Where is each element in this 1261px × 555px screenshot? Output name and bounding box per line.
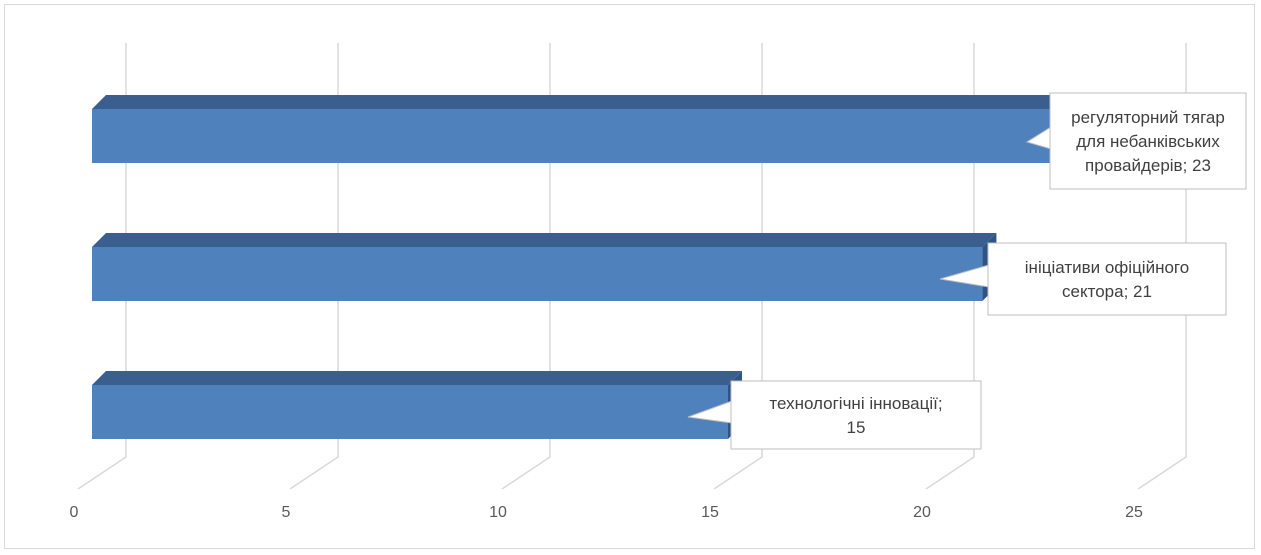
x-axis-ticks: 0 5 10 15 20 25 — [70, 504, 1143, 521]
data-label: регуляторний тягар для небанківських прова… — [1025, 92, 1247, 190]
gridline — [713, 43, 763, 490]
gridline — [289, 43, 339, 490]
data-label: ініціативи офіційного сектора; 21 — [939, 242, 1227, 316]
bar-top-face — [92, 233, 997, 247]
gridline — [925, 43, 975, 490]
data-label-text: 15 — [847, 418, 866, 437]
data-label-text: регуляторний тягар — [1071, 108, 1225, 127]
data-label: технологічні інновації; 15 — [687, 380, 982, 450]
chart-area: 0 5 10 15 20 25 регуляторний тягар для небанкі… — [4, 4, 1255, 549]
bar-chart: 0 5 10 15 20 25 регуляторний тягар для небанкі… — [70, 43, 1247, 521]
x-tick-label: 25 — [1125, 504, 1143, 521]
x-tick-label: 15 — [701, 504, 719, 521]
bar — [92, 109, 1068, 163]
x-tick-label: 20 — [913, 504, 931, 521]
data-label-text: технологічні інновації; — [769, 394, 942, 413]
bar-top-face — [92, 95, 1082, 109]
data-label-text: для небанківських — [1076, 132, 1220, 151]
data-label-text: сектора; 21 — [1062, 282, 1152, 301]
data-label-text: ініціативи офіційного — [1025, 258, 1189, 277]
gridline — [77, 43, 127, 490]
bar — [92, 247, 983, 301]
data-label-text: провайдерів; 23 — [1085, 156, 1211, 175]
bar-top-face — [92, 371, 742, 385]
x-tick-label: 5 — [282, 504, 291, 521]
data-labels: регуляторний тягар для небанківських прова… — [687, 92, 1247, 450]
x-tick-label: 10 — [489, 504, 507, 521]
bars — [92, 95, 1082, 439]
gridline — [501, 43, 551, 490]
bar — [92, 385, 728, 439]
x-tick-label: 0 — [70, 504, 79, 521]
